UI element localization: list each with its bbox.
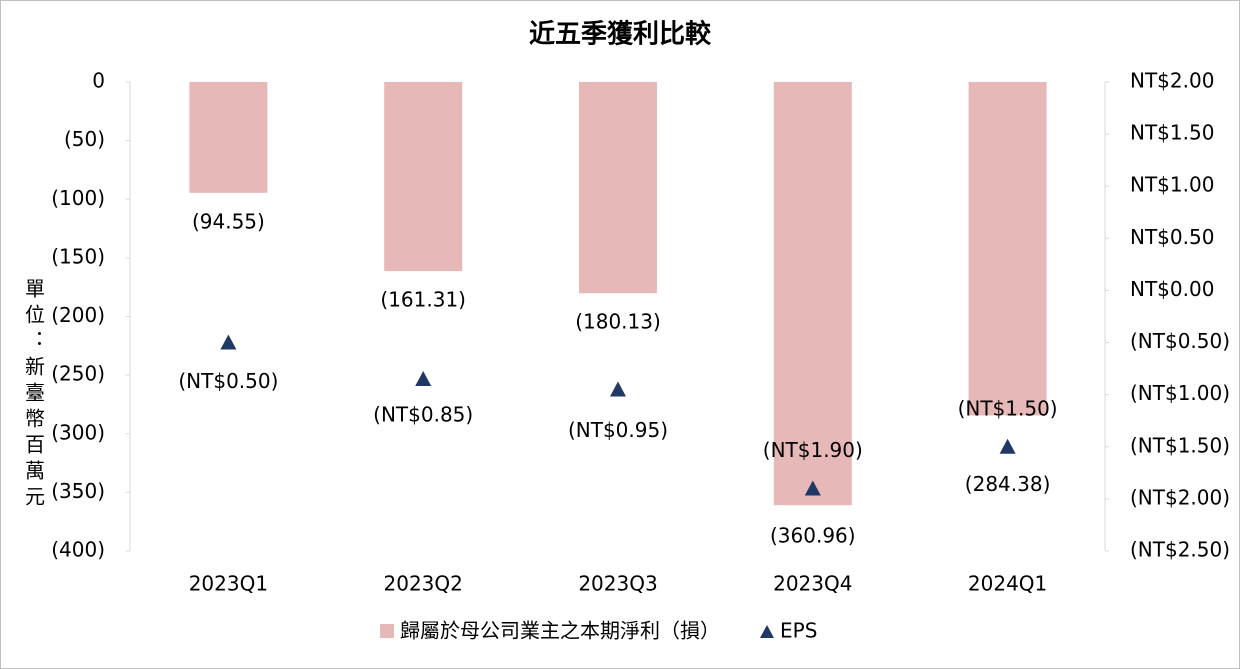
y2-tick-label: (NT$0.50) (1130, 329, 1230, 353)
y-tick-label: (250) (51, 362, 105, 386)
bar (384, 82, 463, 272)
eps-value-label: (NT$0.50) (178, 369, 278, 393)
y-axis-label: 單位：新臺幣百萬元 (22, 278, 46, 512)
legend-label: EPS (780, 619, 817, 643)
y2-tick-label: NT$0.50 (1130, 225, 1214, 249)
y2-tick-label: (NT$1.50) (1130, 433, 1230, 457)
bar-value-label: (180.13) (575, 310, 661, 334)
y-tick-label: (400) (51, 538, 105, 562)
y2-tick-label: (NT$2.50) (1130, 538, 1230, 562)
x-tick-label: 2024Q1 (968, 572, 1047, 596)
x-tick-label: 2023Q1 (189, 572, 268, 596)
chart-title: 近五季獲利比較 (529, 19, 712, 50)
legend-swatch (760, 625, 774, 638)
bar (773, 82, 852, 506)
eps-marker (220, 334, 237, 350)
eps-value-label: (NT$0.85) (373, 403, 473, 427)
bar (968, 82, 1047, 416)
y2-tick-label: NT$2.00 (1130, 69, 1214, 93)
y2-tick-label: NT$1.50 (1130, 121, 1214, 145)
x-tick-label: 2023Q3 (578, 572, 657, 596)
y-tick-label: (50) (64, 127, 105, 151)
bar (579, 82, 657, 294)
y2-tick-label: NT$1.00 (1130, 173, 1214, 197)
bar-value-label: (94.55) (192, 209, 265, 233)
x-tick-label: 2023Q4 (773, 572, 852, 596)
y-tick-label: (150) (51, 244, 105, 268)
eps-marker (415, 371, 432, 387)
bar (189, 82, 268, 193)
y2-tick-label: NT$0.00 (1130, 277, 1214, 301)
eps-value-label: (NT$0.95) (568, 418, 668, 442)
y-tick-label: (350) (51, 479, 105, 503)
eps-marker (610, 381, 626, 397)
x-tick-label: 2023Q2 (384, 572, 463, 596)
y-tick-label: (200) (51, 303, 105, 327)
y-tick-label: (300) (51, 420, 105, 444)
y-tick-label: (100) (51, 186, 105, 210)
eps-marker (999, 438, 1016, 454)
legend-label: 歸屬於母公司業主之本期淨利（損） (400, 619, 720, 643)
eps-value-label: (NT$1.90) (763, 438, 863, 462)
legend-swatch (380, 624, 394, 638)
bar-value-label: (161.31) (380, 288, 466, 312)
bar-value-label: (284.38) (965, 472, 1051, 496)
y2-tick-label: (NT$1.00) (1130, 381, 1230, 405)
eps-marker (804, 480, 821, 496)
y2-tick-label: (NT$2.00) (1130, 485, 1230, 509)
eps-value-label: (NT$1.50) (958, 396, 1058, 420)
bar-value-label: (360.96) (770, 524, 856, 548)
y-tick-label: 0 (92, 69, 105, 93)
